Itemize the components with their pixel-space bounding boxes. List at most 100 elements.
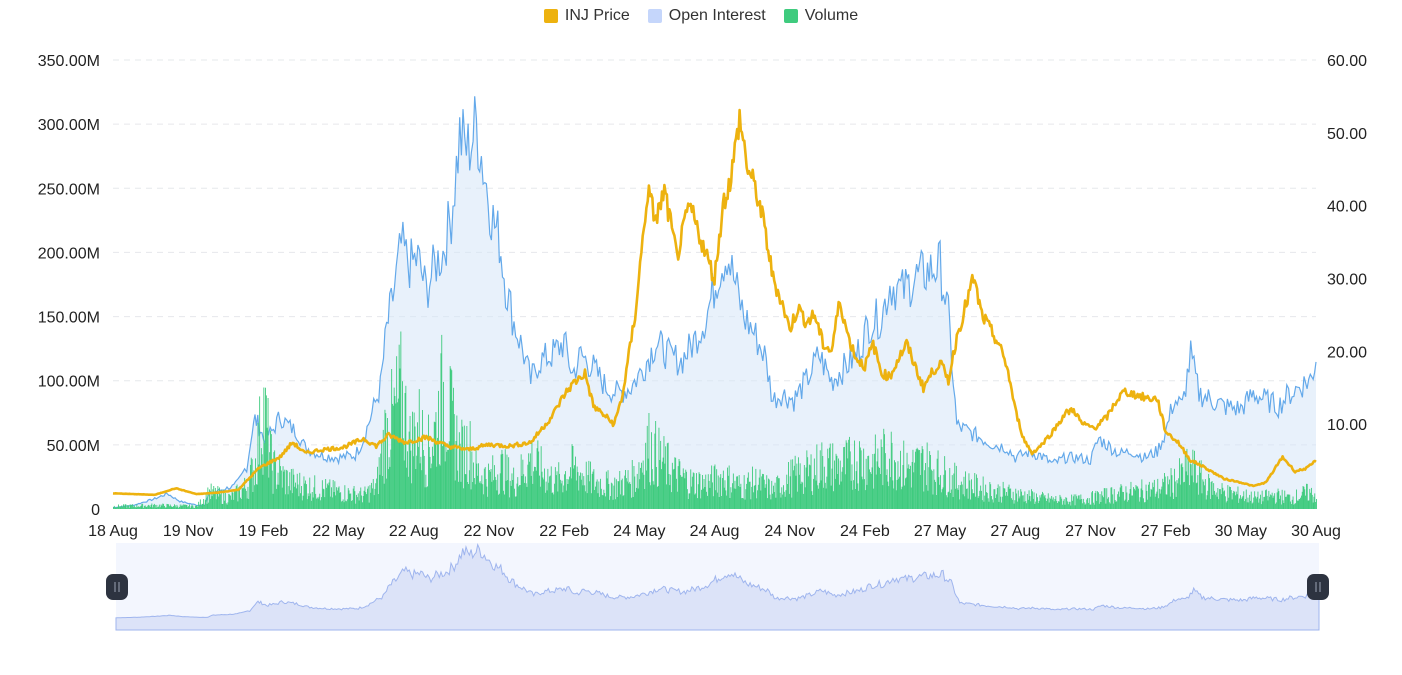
navigator-right-handle[interactable] — [1307, 574, 1329, 600]
volume-bar — [317, 498, 319, 509]
volume-bar — [397, 398, 399, 509]
volume-bar — [408, 431, 410, 509]
volume-bar — [178, 507, 180, 509]
volume-bar — [548, 482, 550, 509]
volume-bar — [630, 484, 631, 509]
volume-bar — [337, 487, 339, 509]
volume-bar — [1022, 495, 1024, 509]
volume-bar — [1305, 495, 1306, 509]
volume-bar — [263, 387, 265, 509]
volume-bar — [192, 505, 194, 509]
volume-bar — [651, 469, 653, 509]
volume-bar — [866, 484, 868, 509]
navigator-left-handle[interactable] — [106, 574, 128, 600]
volume-bar — [939, 484, 941, 509]
volume-bar — [346, 501, 347, 509]
volume-bar — [165, 507, 167, 509]
volume-bar — [138, 507, 140, 509]
volume-bar — [859, 447, 861, 509]
volume-bar — [980, 485, 982, 509]
volume-bar — [1080, 494, 1082, 509]
volume-bar — [309, 477, 311, 509]
volume-bar — [1250, 500, 1251, 509]
volume-bar — [949, 468, 951, 509]
volume-bar — [306, 499, 308, 509]
volume-bar — [310, 493, 312, 509]
volume-bar — [1018, 498, 1020, 509]
volume-bar — [301, 500, 303, 509]
volume-bar — [1069, 501, 1071, 509]
volume-bar — [1161, 486, 1163, 509]
volume-bar — [1311, 494, 1313, 509]
volume-bar — [519, 485, 520, 509]
volume-bar — [791, 497, 793, 509]
volume-bar — [549, 476, 550, 509]
x-tick-label: 22 Nov — [464, 523, 515, 540]
volume-bar — [623, 495, 625, 509]
grip-handle-icon[interactable] — [106, 574, 128, 600]
volume-bar — [321, 497, 322, 509]
volume-bar — [275, 488, 277, 509]
volume-bar — [1078, 495, 1080, 509]
volume-bar — [1176, 480, 1178, 509]
volume-bar — [509, 480, 511, 509]
volume-bar — [1242, 496, 1244, 509]
legend-item-price[interactable]: INJ Price — [543, 7, 630, 25]
volume-bar — [741, 498, 743, 509]
volume-bar — [426, 487, 428, 509]
volume-bar — [716, 469, 718, 509]
volume-bar — [823, 466, 825, 509]
volume-bar — [646, 470, 647, 509]
volume-bar — [966, 488, 967, 509]
range-navigator[interactable] — [106, 542, 1329, 631]
legend-item-open-interest[interactable]: Open Interest — [647, 7, 766, 25]
volume-bar — [149, 506, 151, 509]
volume-bar — [971, 489, 973, 509]
volume-bar — [661, 461, 663, 509]
volume-bar — [194, 506, 196, 509]
volume-bar — [412, 456, 414, 509]
volume-bar — [868, 455, 870, 509]
volume-bar — [372, 479, 374, 509]
volume-bar — [933, 469, 935, 509]
volume-bar — [330, 496, 332, 509]
volume-bar — [285, 469, 287, 509]
volume-bar — [415, 469, 417, 509]
volume-bar — [732, 473, 734, 509]
volume-bar — [1089, 504, 1091, 509]
volume-bar — [581, 473, 583, 509]
volume-bar — [882, 485, 884, 509]
volume-bar — [799, 463, 801, 509]
volume-bar — [681, 476, 683, 509]
volume-bar — [610, 496, 611, 509]
volume-bar — [798, 474, 800, 509]
volume-bar — [1209, 478, 1210, 509]
volume-bar — [628, 483, 630, 509]
volume-bar — [485, 479, 487, 509]
volume-bar — [209, 499, 211, 509]
volume-bar — [450, 368, 452, 509]
volume-bar — [270, 430, 271, 509]
volume-bar — [1283, 503, 1285, 509]
grip-handle-icon[interactable] — [1307, 574, 1329, 600]
volume-bar — [666, 443, 668, 509]
volume-bar — [780, 497, 782, 509]
volume-bar — [558, 462, 560, 509]
volume-bar — [362, 502, 363, 509]
volume-bar — [1067, 501, 1068, 509]
legend-item-volume[interactable]: Volume — [783, 7, 858, 25]
volume-bar — [1103, 497, 1104, 509]
volume-bar — [678, 459, 680, 509]
volume-bar — [512, 480, 514, 509]
volume-bar — [852, 489, 854, 509]
volume-bar — [784, 496, 786, 509]
legend-label-open-interest: Open Interest — [668, 7, 766, 24]
volume-bar — [850, 480, 852, 509]
volume-bar — [854, 440, 855, 509]
volume-bar — [574, 465, 575, 509]
volume-bar — [392, 405, 394, 509]
volume-bar — [1280, 504, 1282, 509]
volume-bar — [935, 481, 936, 509]
volume-bar — [1238, 502, 1240, 509]
volume-bar — [244, 477, 246, 509]
